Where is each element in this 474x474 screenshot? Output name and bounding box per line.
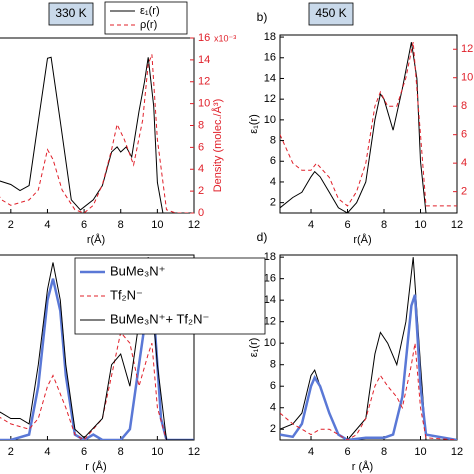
- y-tick-label: 14: [264, 294, 276, 306]
- x-tick-label: 10: [414, 446, 426, 458]
- x-tick-label: 8: [381, 446, 387, 458]
- legend-box: [74, 257, 266, 335]
- x-tick-label: 6: [344, 446, 350, 458]
- y-tick-label: 12: [264, 316, 276, 328]
- y2-tick-label: 8: [461, 100, 467, 112]
- plot-frame: [0, 37, 195, 214]
- y2-tick-label: 2: [461, 186, 467, 198]
- y2-tick-label: 10: [461, 72, 473, 84]
- y-tick-label: 12: [264, 93, 276, 105]
- y2-tick-label: 12: [461, 43, 473, 55]
- legend-label: ε₁(r): [140, 5, 160, 17]
- axis-exponent: x10⁻³: [214, 33, 236, 43]
- x-tick-label: 4: [44, 219, 50, 231]
- y-tick-label: 10: [264, 337, 276, 349]
- y2-tick-label: 12: [198, 76, 210, 88]
- panel-label: d): [257, 230, 268, 244]
- y2-tick-label: 4: [461, 157, 467, 169]
- y-axis-label: ε₁(r): [248, 114, 260, 134]
- y-tick-label: 4: [270, 176, 276, 188]
- y-tick-label: 16: [264, 52, 276, 64]
- y-tick-label: 14: [264, 72, 276, 84]
- title-box: [48, 2, 94, 26]
- plot-frame: [279, 254, 458, 441]
- data-line: [280, 343, 457, 440]
- legend-box: [104, 1, 188, 35]
- y2-axis-label: Density (molec./Å³): [211, 99, 224, 193]
- y2-tick-label: 16: [198, 32, 210, 44]
- legend-label: Tf₂N⁻: [110, 287, 143, 302]
- panel-title: 450 K: [315, 6, 346, 20]
- y-tick-label: 16: [264, 273, 276, 285]
- y-tick-label: 2: [270, 197, 276, 209]
- title-box: [308, 2, 354, 26]
- x-tick-label: 12: [451, 219, 463, 231]
- plot-frame: [279, 34, 458, 214]
- x-tick-label: 10: [151, 446, 163, 458]
- x-tick-label: 8: [118, 219, 124, 231]
- x-axis-label: r(Å): [87, 233, 105, 246]
- y2-tick-label: 4: [198, 163, 204, 175]
- x-tick-label: 12: [451, 446, 463, 458]
- y-tick-label: 8: [270, 134, 276, 146]
- legend-label: ρ(r): [140, 19, 157, 31]
- y-tick-label: 4: [270, 402, 276, 414]
- y2-tick-label: 6: [198, 141, 204, 153]
- x-tick-label: 4: [308, 446, 314, 458]
- y2-tick-label: 0: [198, 207, 204, 219]
- y2-tick-label: 2: [198, 185, 204, 197]
- y2-tick-label: 8: [198, 119, 204, 131]
- data-line: [0, 331, 194, 440]
- x-axis-label: r (Å): [352, 460, 373, 473]
- x-tick-label: 10: [151, 219, 163, 231]
- x-tick-label: 2: [8, 219, 14, 231]
- legend-label: BuMe₃N⁺+ Tf₂N⁻: [110, 311, 209, 326]
- x-tick-label: 10: [414, 219, 426, 231]
- x-tick-label: 4: [308, 219, 314, 231]
- x-tick-label: 6: [344, 219, 350, 231]
- data-line: [280, 257, 457, 440]
- x-axis-label: r (Å): [85, 460, 106, 473]
- x-tick-label: 12: [188, 446, 200, 458]
- data-line: [280, 41, 457, 207]
- y-tick-label: 18: [264, 251, 276, 263]
- y-tick-label: 10: [264, 114, 276, 126]
- data-line: [280, 42, 457, 213]
- y2-tick-label: 14: [198, 54, 210, 66]
- y-tick-label: 6: [270, 380, 276, 392]
- data-line: [280, 294, 457, 440]
- y-tick-label: 2: [270, 423, 276, 435]
- data-line: [0, 54, 194, 213]
- y2-tick-label: 6: [461, 129, 467, 141]
- legend-label: BuMe₃N⁺: [110, 263, 166, 278]
- x-tick-label: 6: [81, 219, 87, 231]
- y-tick-label: 18: [264, 31, 276, 43]
- panel-title: 330 K: [55, 6, 86, 20]
- y-axis-label: ε₁(r): [248, 338, 260, 358]
- plot-frame: [0, 254, 195, 441]
- x-tick-label: 6: [81, 446, 87, 458]
- x-axis-label: r(Å): [353, 233, 371, 246]
- x-tick-label: 12: [188, 219, 200, 231]
- x-tick-label: 2: [8, 446, 14, 458]
- x-tick-label: 4: [44, 446, 50, 458]
- panel-label: b): [257, 10, 268, 24]
- y-tick-label: 6: [270, 155, 276, 167]
- x-tick-label: 8: [381, 219, 387, 231]
- y2-tick-label: 10: [198, 98, 210, 110]
- x-tick-label: 8: [118, 446, 124, 458]
- data-line: [0, 56, 194, 213]
- y-tick-label: 8: [270, 359, 276, 371]
